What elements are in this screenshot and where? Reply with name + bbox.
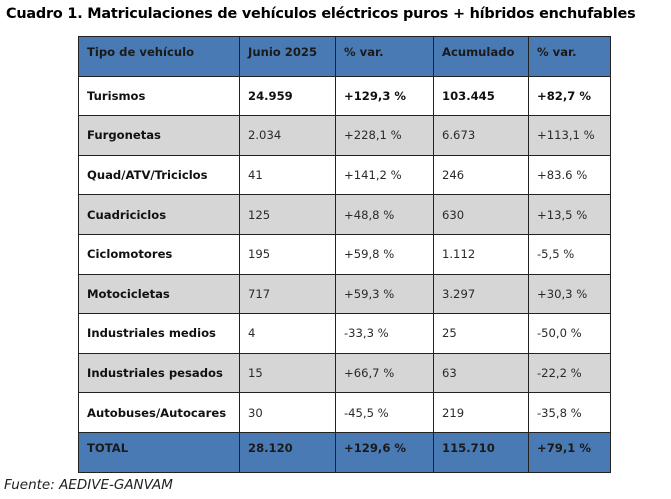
cell-june-2025: 195 xyxy=(239,233,336,275)
cell-june-2025: 2.034 xyxy=(239,115,336,156)
cell-var-june: +66,7 % xyxy=(335,352,434,394)
cell-vehicle-type: Ciclomotores xyxy=(78,233,240,275)
source-note: Fuente: AEDIVE-GANVAM xyxy=(4,477,173,493)
cell-vehicle-type: Furgonetas xyxy=(78,115,240,156)
total-var-june: +129,6 % xyxy=(335,431,434,473)
cell-accumulated: 246 xyxy=(433,154,529,196)
total-label: TOTAL xyxy=(78,431,240,473)
cell-june-2025: 717 xyxy=(239,273,336,315)
cell-vehicle-type: Industriales pesados xyxy=(78,352,240,394)
table-total-row: TOTAL 28.120 +129,6 % 115.710 +79,1 % xyxy=(78,431,611,473)
cell-var-accumulated: +30,3 % xyxy=(528,273,611,315)
header-var-june: % var. xyxy=(335,36,434,77)
header-var-accumulated: % var. xyxy=(528,36,611,77)
cell-var-accumulated: +13,5 % xyxy=(528,194,611,235)
cell-var-june: +129,3 % xyxy=(335,75,434,117)
cell-june-2025: 24.959 xyxy=(239,75,336,117)
header-june-2025: Junio 2025 xyxy=(239,36,336,77)
cell-accumulated: 630 xyxy=(433,194,529,235)
cell-var-june: +59,8 % xyxy=(335,233,434,275)
table-header-row: Tipo de vehículo Junio 2025 % var. Acumu… xyxy=(78,36,611,77)
cell-vehicle-type: Cuadriciclos xyxy=(78,194,240,235)
registrations-table: Tipo de vehículo Junio 2025 % var. Acumu… xyxy=(78,36,611,473)
table-row: Cuadriciclos 125 +48,8 % 630 +13,5 % xyxy=(78,194,611,235)
cell-var-accumulated: -22,2 % xyxy=(528,352,611,394)
document-title: Cuadro 1. Matriculaciones de vehículos e… xyxy=(6,6,636,22)
cell-var-june: +48,8 % xyxy=(335,194,434,235)
cell-accumulated: 103.445 xyxy=(433,75,529,117)
cell-june-2025: 15 xyxy=(239,352,336,394)
cell-var-june: -45,5 % xyxy=(335,392,434,433)
cell-var-accumulated: -50,0 % xyxy=(528,313,611,354)
cell-vehicle-type: Industriales medios xyxy=(78,313,240,354)
cell-june-2025: 41 xyxy=(239,154,336,196)
cell-vehicle-type: Autobuses/Autocares xyxy=(78,392,240,433)
cell-accumulated: 219 xyxy=(433,392,529,433)
cell-var-june: -33,3 % xyxy=(335,313,434,354)
table-row: Ciclomotores 195 +59,8 % 1.112 -5,5 % xyxy=(78,233,611,275)
cell-accumulated: 25 xyxy=(433,313,529,354)
cell-var-accumulated: +113,1 % xyxy=(528,115,611,156)
table-row: Industriales pesados 15 +66,7 % 63 -22,2… xyxy=(78,352,611,394)
table-row: Quad/ATV/Triciclos 41 +141,2 % 246 +83.6… xyxy=(78,154,611,196)
table-row: Turismos 24.959 +129,3 % 103.445 +82,7 % xyxy=(78,75,611,117)
cell-june-2025: 125 xyxy=(239,194,336,235)
header-accumulated: Acumulado xyxy=(433,36,529,77)
cell-accumulated: 6.673 xyxy=(433,115,529,156)
cell-june-2025: 30 xyxy=(239,392,336,433)
table-row: Furgonetas 2.034 +228,1 % 6.673 +113,1 % xyxy=(78,115,611,156)
cell-var-accumulated: +82,7 % xyxy=(528,75,611,117)
cell-vehicle-type: Quad/ATV/Triciclos xyxy=(78,154,240,196)
cell-var-accumulated: -5,5 % xyxy=(528,233,611,275)
total-var-accumulated: +79,1 % xyxy=(528,431,611,473)
cell-accumulated: 63 xyxy=(433,352,529,394)
cell-vehicle-type: Turismos xyxy=(78,75,240,117)
table-row: Industriales medios 4 -33,3 % 25 -50,0 % xyxy=(78,313,611,354)
cell-accumulated: 3.297 xyxy=(433,273,529,315)
cell-var-june: +59,3 % xyxy=(335,273,434,315)
cell-var-june: +141,2 % xyxy=(335,154,434,196)
table-row: Motocicletas 717 +59,3 % 3.297 +30,3 % xyxy=(78,273,611,315)
total-accumulated: 115.710 xyxy=(433,431,529,473)
cell-var-june: +228,1 % xyxy=(335,115,434,156)
cell-var-accumulated: +83.6 % xyxy=(528,154,611,196)
total-june-2025: 28.120 xyxy=(239,431,336,473)
cell-june-2025: 4 xyxy=(239,313,336,354)
cell-var-accumulated: -35,8 % xyxy=(528,392,611,433)
cell-vehicle-type: Motocicletas xyxy=(78,273,240,315)
table-row: Autobuses/Autocares 30 -45,5 % 219 -35,8… xyxy=(78,392,611,433)
header-vehicle-type: Tipo de vehículo xyxy=(78,36,240,77)
cell-accumulated: 1.112 xyxy=(433,233,529,275)
